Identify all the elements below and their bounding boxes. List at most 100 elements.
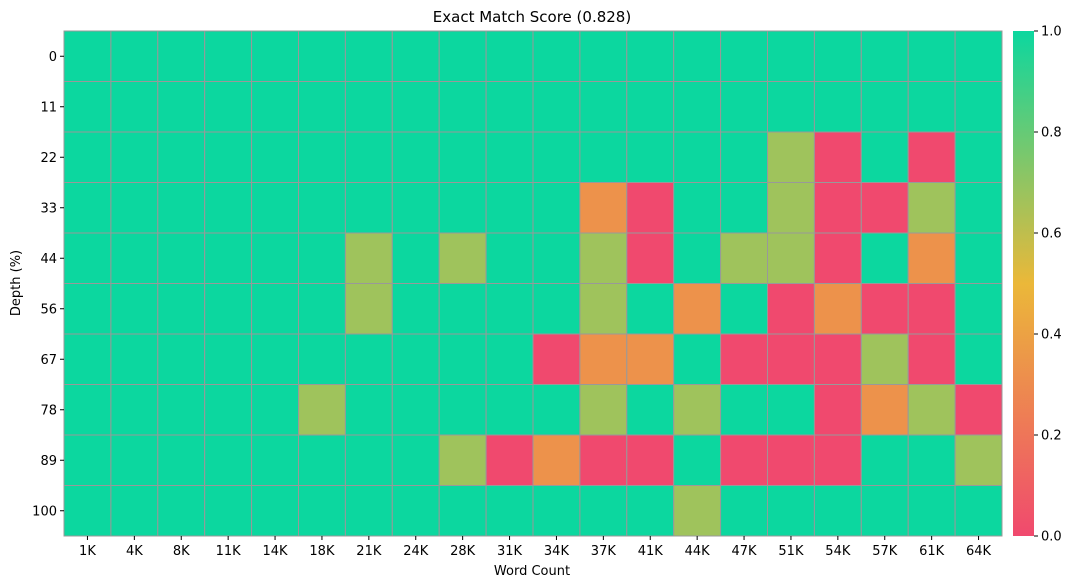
heatmap-cell [860, 232, 909, 284]
heatmap-cell [767, 30, 815, 82]
heatmap-cell [954, 384, 1003, 436]
heatmap-cell [298, 485, 346, 537]
y-axis-label: Depth (%) [9, 250, 24, 316]
heatmap-cell [63, 182, 112, 234]
heatmap-cell [907, 232, 956, 284]
heatmap-cell [204, 131, 253, 183]
heatmap-cell [344, 384, 393, 436]
x-tick-label: 37K [591, 544, 617, 559]
y-axis-ticks: 0 11 22 33 44 56 67 78 89 100 [32, 50, 64, 519]
heatmap-cell [251, 283, 300, 335]
x-tick-label: 54K [825, 544, 851, 559]
heatmap-cell [157, 131, 206, 183]
heatmap-cell [438, 182, 487, 234]
heatmap-cell [579, 30, 628, 82]
heatmap-cell [298, 182, 346, 234]
heatmap-cell [720, 182, 768, 234]
colorbar-tick-label: 0.2 [1041, 429, 1062, 444]
heatmap-cell [110, 131, 159, 183]
colorbar-tick-label: 0.6 [1041, 227, 1062, 242]
heatmap-cell [204, 384, 253, 436]
heatmap-cell [954, 30, 1003, 82]
y-tick-label: 0 [49, 50, 57, 65]
heatmap-cell [626, 434, 675, 486]
heatmap-cell [110, 232, 159, 284]
heatmap-cell [438, 333, 487, 385]
heatmap-cell [63, 30, 112, 82]
heatmap-cell [298, 333, 346, 385]
heatmap-cell [485, 434, 534, 486]
heatmap-cell [251, 232, 300, 284]
heatmap-cell [63, 333, 112, 385]
heatmap-cell [204, 434, 253, 486]
heatmap-cell [485, 333, 534, 385]
heatmap-cell [344, 182, 393, 234]
heatmap-cell [391, 232, 440, 284]
heatmap-cell [298, 131, 346, 183]
heatmap-cell [204, 81, 253, 133]
heatmap-cell [579, 131, 628, 183]
heatmap-cell [391, 30, 440, 82]
x-tick-label: 47K [732, 544, 758, 559]
x-tick-label: 4K [126, 544, 143, 559]
heatmap-cell [626, 30, 675, 82]
heatmap-cell [110, 81, 159, 133]
heatmap-cell [813, 333, 862, 385]
heatmap-cell [63, 131, 112, 183]
heatmap-cell [391, 434, 440, 486]
x-tick-label: 14K [263, 544, 289, 559]
heatmap-cell [579, 232, 628, 284]
heatmap-cell [626, 384, 675, 436]
heatmap-cell [298, 434, 346, 486]
heatmap-cell [720, 81, 768, 133]
heatmap-cell [110, 384, 159, 436]
heatmap-cell [954, 232, 1003, 284]
chart-title: Exact Match Score (0.828) [433, 8, 631, 26]
heatmap-cell [860, 283, 909, 335]
colorbar [1013, 31, 1034, 536]
x-tick-label: 18K [309, 544, 335, 559]
y-tick-label: 78 [40, 403, 57, 418]
heatmap-cell [532, 485, 581, 537]
x-tick-label: 64K [966, 544, 992, 559]
heatmap-cell [251, 333, 300, 385]
heatmap-cell [251, 485, 300, 537]
heatmap-cell [626, 232, 675, 284]
heatmap-cell [532, 384, 581, 436]
heatmap-cell [63, 384, 112, 436]
x-tick-label: 1K [79, 544, 96, 559]
heatmap-cell [438, 283, 487, 335]
y-tick-label: 11 [40, 100, 57, 115]
heatmap-cell [673, 30, 722, 82]
heatmap-cell [532, 30, 581, 82]
heatmap-cell [251, 81, 300, 133]
heatmap-cell [251, 182, 300, 234]
heatmap-cell [813, 384, 862, 436]
heatmap-cell [767, 81, 815, 133]
heatmap-cell [110, 30, 159, 82]
heatmap-cell [391, 131, 440, 183]
heatmap-cell [110, 434, 159, 486]
heatmap-cell [626, 81, 675, 133]
heatmap-cell [720, 384, 768, 436]
heatmap-cell [110, 283, 159, 335]
heatmap-cell [532, 232, 581, 284]
heatmap-cell [720, 333, 768, 385]
heatmap-cell [626, 333, 675, 385]
heatmap-cell [438, 384, 487, 436]
heatmap-cell [813, 81, 862, 133]
heatmap-cell [344, 81, 393, 133]
heatmap-cell [157, 283, 206, 335]
heatmap-cell [813, 283, 862, 335]
heatmap-cell [391, 333, 440, 385]
heatmap-cell [673, 81, 722, 133]
heatmap-cell [673, 333, 722, 385]
colorbar-tick-label: 0.8 [1041, 126, 1062, 141]
heatmap-cell [110, 485, 159, 537]
x-tick-label: 41K [638, 544, 664, 559]
heatmap-cell [767, 434, 815, 486]
heatmap-cell [438, 131, 487, 183]
heatmap-cell [63, 434, 112, 486]
heatmap-cell [767, 182, 815, 234]
heatmap-cell [157, 384, 206, 436]
